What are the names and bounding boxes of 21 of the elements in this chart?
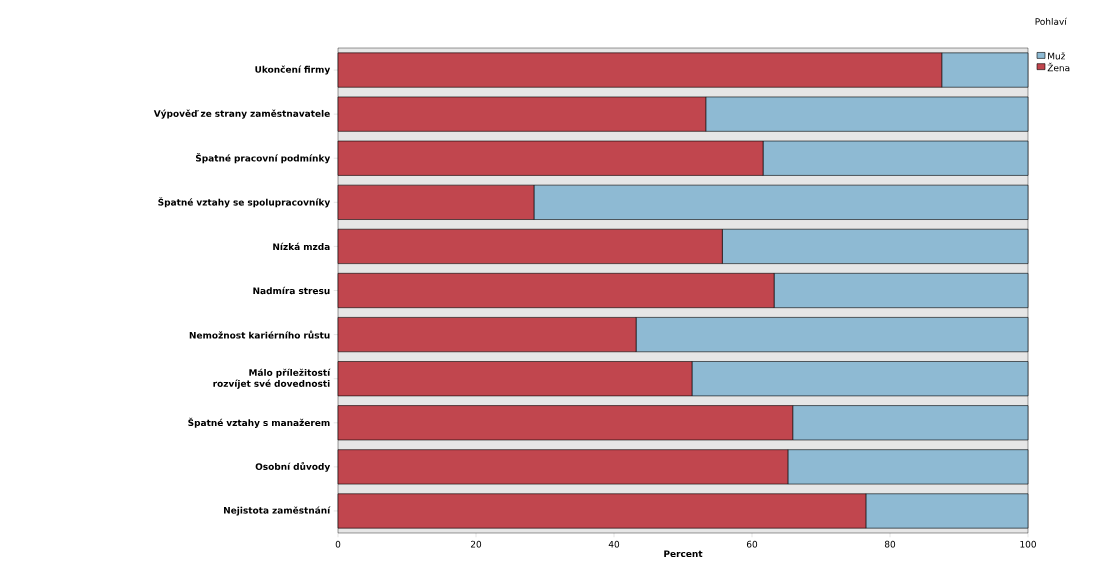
- y-tick-label: Nejistota zaměstnání: [224, 506, 331, 516]
- y-tick-label: Špatné vztahy s manažerem: [188, 417, 330, 428]
- y-tick-label: Málo příležitostí rozvíjet své dovednosti: [213, 368, 331, 389]
- x-tick-label: 20: [470, 540, 482, 548]
- x-tick-label: 100: [1020, 540, 1036, 548]
- y-tick-label: Špatné vztahy se spolupracovníky: [158, 197, 331, 208]
- x-tick-label: 40: [608, 540, 620, 548]
- y-tick-label: Nízká mzda: [273, 242, 330, 251]
- y-tick-label: Špatné pracovní podmínky: [195, 153, 331, 164]
- legend-label: Žena: [1047, 62, 1070, 72]
- y-tick-label: Výpověď ze strany zaměstnavatele: [153, 109, 330, 119]
- x-tick-label: 60: [746, 540, 758, 548]
- x-tick-label: 80: [884, 540, 896, 548]
- y-tick-label: Nadmíra stresu: [253, 286, 330, 295]
- legend-label: Muž: [1048, 52, 1066, 60]
- y-tick-label: Nemožnost kariérního růstu: [189, 330, 330, 339]
- y-tick-label: Osobní důvody: [255, 461, 331, 472]
- legend-title: Pohlaví: [1035, 17, 1067, 25]
- x-tick-label: 0: [335, 540, 341, 548]
- x-axis-title: Percent: [664, 550, 703, 558]
- y-tick-label: Ukončení firmy: [255, 65, 331, 75]
